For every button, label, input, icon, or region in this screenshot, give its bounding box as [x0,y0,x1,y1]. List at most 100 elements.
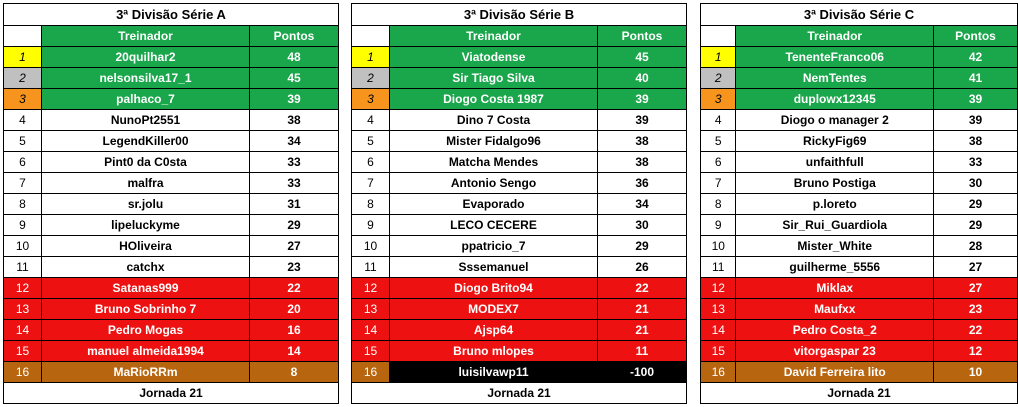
coach-name-cell: LECO CECERE [389,214,598,236]
table-row: 9 Sir_Rui_Guardiola 29 [699,214,1018,236]
points-cell: 21 [597,298,687,320]
standings-table-b: 3ª Divisão Série B Treinador Pontos 1 Viatod… [351,3,687,404]
points-cell: 11 [597,340,687,362]
table-row: 7 Antonio Sengo 36 [351,172,687,194]
position-cell: 9 [3,214,42,236]
position-cell: 8 [351,193,390,215]
header-treinador: Treinador [735,25,934,47]
table-row: 16 David Ferreira lito 10 [699,361,1018,383]
table-title: 3ª Divisão Série C [700,3,1018,26]
points-cell: 26 [597,256,687,278]
table-row: 13 Maufxx 23 [699,298,1018,320]
position-cell: 15 [699,340,737,362]
position-cell: 14 [3,319,42,341]
points-cell: 28 [933,235,1018,257]
table-row: 1 TenenteFranco06 42 [699,46,1018,68]
points-cell: 45 [597,46,687,68]
position-cell: 11 [3,256,42,278]
coach-name-cell: HOliveira [41,235,250,257]
points-cell: 45 [249,67,339,89]
table-row: 11 catchx 23 [3,256,339,278]
position-cell: 14 [351,319,390,341]
position-cell: 7 [3,172,42,194]
coach-name-cell: Bruno Sobrinho 7 [41,298,250,320]
table-row: 15 Bruno mlopes 11 [351,340,687,362]
coach-name-cell: Satanas999 [41,277,250,299]
table-title: 3ª Divisão Série B [351,3,687,26]
coach-name-cell: vitorgaspar 23 [735,340,934,362]
points-cell: 22 [933,319,1018,341]
points-cell: 34 [249,130,339,152]
table-row: 11 Sssemanuel 26 [351,256,687,278]
table-row: 13 Bruno Sobrinho 7 20 [3,298,339,320]
coach-name-cell: Pint0 da C0sta [41,151,250,173]
position-cell: 16 [699,361,737,383]
position-cell: 6 [3,151,42,173]
position-cell: 9 [351,214,390,236]
coach-name-cell: LegendKiller00 [41,130,250,152]
table-row: 16 luisilvawp11 -100 [351,361,687,383]
position-cell: 3 [699,88,737,110]
header-blank-cell [3,25,42,47]
coach-name-cell: malfra [41,172,250,194]
table-row: 15 manuel almeida1994 14 [3,340,339,362]
table-row: 5 RickyFig69 38 [699,130,1018,152]
table-row: 7 Bruno Postiga 30 [699,172,1018,194]
header-treinador: Treinador [389,25,598,47]
table-row: 9 lipeluckyme 29 [3,214,339,236]
header-pontos: Pontos [933,25,1018,47]
round-footer: Jornada 21 [3,382,339,404]
points-cell: 38 [597,151,687,173]
header-blank-cell [351,25,390,47]
position-cell: 8 [3,193,42,215]
round-footer: Jornada 21 [700,382,1018,404]
coach-name-cell: manuel almeida1994 [41,340,250,362]
header-blank-cell [699,25,737,47]
position-cell: 10 [3,235,42,257]
points-cell: 41 [933,67,1018,89]
coach-name-cell: lipeluckyme [41,214,250,236]
table-row: 3 Diogo Costa 1987 39 [351,88,687,110]
points-cell: 27 [933,256,1018,278]
table-row: 4 Diogo o manager 2 39 [699,109,1018,131]
coach-name-cell: TenenteFranco06 [735,46,934,68]
position-cell: 8 [699,193,737,215]
points-cell: 39 [249,88,339,110]
coach-name-cell: Diogo Costa 1987 [389,88,598,110]
coach-name-cell: MODEX7 [389,298,598,320]
position-cell: 15 [351,340,390,362]
table-row: 5 Mister Fidalgo96 38 [351,130,687,152]
table-row: 10 Mister_White 28 [699,235,1018,257]
coach-name-cell: Ajsp64 [389,319,598,341]
coach-name-cell: duplowx12345 [735,88,934,110]
position-cell: 2 [3,67,42,89]
table-row: 8 p.loreto 29 [699,193,1018,215]
table-row: 6 Pint0 da C0sta 33 [3,151,339,173]
points-cell: 39 [597,88,687,110]
coach-name-cell: Matcha Mendes [389,151,598,173]
table-row: 4 NunoPt2551 38 [3,109,339,131]
header-treinador: Treinador [41,25,250,47]
coach-name-cell: palhaco_7 [41,88,250,110]
coach-name-cell: Pedro Costa_2 [735,319,934,341]
coach-name-cell: Mister_White [735,235,934,257]
points-cell: 36 [597,172,687,194]
round-footer: Jornada 21 [351,382,687,404]
table-row: 2 NemTentes 41 [699,67,1018,89]
coach-name-cell: NemTentes [735,67,934,89]
position-cell: 6 [699,151,737,173]
position-cell: 1 [3,46,42,68]
coach-name-cell: Sir Tiago Silva [389,67,598,89]
table-row: 1 Viatodense 45 [351,46,687,68]
coach-name-cell: Evaporado [389,193,598,215]
coach-name-cell: Bruno mlopes [389,340,598,362]
points-cell: 30 [933,172,1018,194]
position-cell: 13 [351,298,390,320]
coach-name-cell: Bruno Postiga [735,172,934,194]
position-cell: 16 [351,361,390,383]
table-row: 10 ppatricio_7 29 [351,235,687,257]
position-cell: 4 [351,109,390,131]
points-cell: 21 [597,319,687,341]
coach-name-cell: Dino 7 Costa [389,109,598,131]
position-cell: 16 [3,361,42,383]
